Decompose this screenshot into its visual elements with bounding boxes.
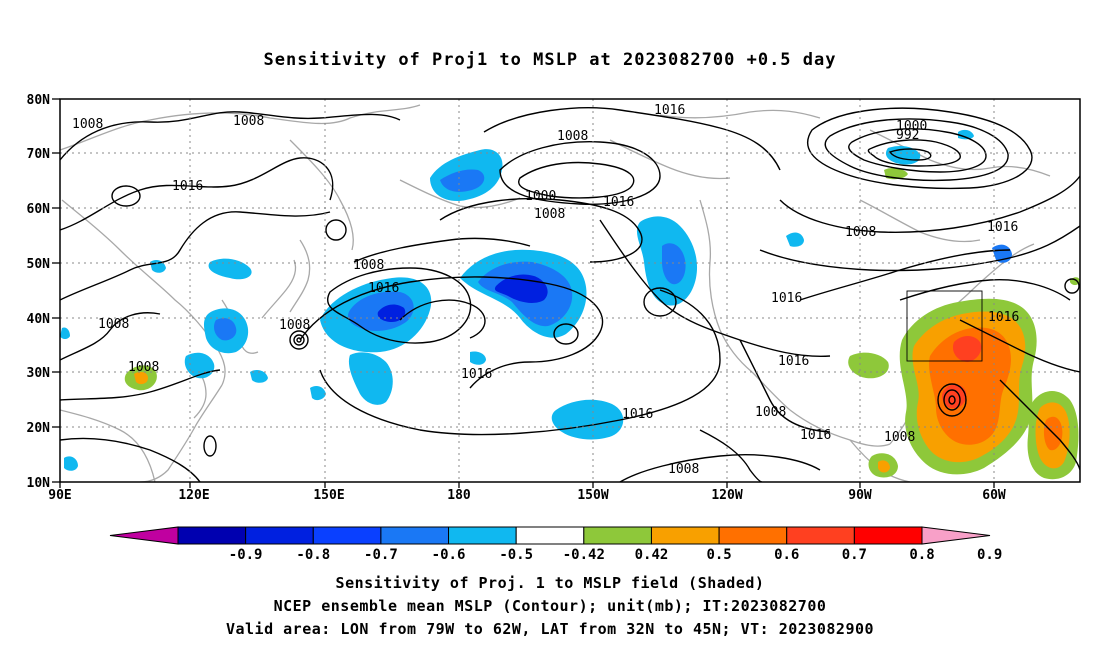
caption-shading: Sensitivity of Proj. 1 to MSLP field (Sh… <box>335 574 765 592</box>
contour-label: 1016 <box>654 103 685 118</box>
contour-label: 1008 <box>534 207 565 222</box>
colorbar-tick-label: -0.7 <box>364 547 398 563</box>
colorbar-swatch <box>583 526 652 545</box>
colorbar-tick-label: 0.9 <box>977 547 1002 563</box>
contour-label: 992 <box>896 128 919 143</box>
colorbar-tick-label: 0.7 <box>842 547 867 563</box>
contour-label: 1000 <box>525 189 556 204</box>
contour-label: 1016 <box>603 195 634 210</box>
contour-label: 1008 <box>884 430 915 445</box>
colorbar <box>109 526 991 545</box>
lat-label: 30N <box>27 366 51 381</box>
colorbar-tick-label: 0.6 <box>774 547 799 563</box>
lat-label: 20N <box>27 421 51 436</box>
contour-label: 1016 <box>778 354 809 369</box>
contour-label: 1008 <box>557 129 588 144</box>
lon-label: 120W <box>711 488 742 503</box>
contour-label: 1016 <box>172 179 203 194</box>
colorbar-tick-label: 0.5 <box>706 547 731 563</box>
contour-label: 1008 <box>98 317 129 332</box>
lon-label: 60W <box>982 488 1006 503</box>
colorbar-swatch <box>177 526 247 545</box>
contour-label: 1008 <box>353 258 384 273</box>
contour-label: 1008 <box>233 114 264 129</box>
lon-label: 150W <box>577 488 608 503</box>
lat-label: 40N <box>27 312 51 327</box>
colorbar-tick-label: 0.42 <box>635 547 669 563</box>
lon-label: 150E <box>313 488 344 503</box>
contour-label: 1008 <box>845 225 876 240</box>
negative-sensitivity-areas <box>60 129 1012 471</box>
lon-label: 120E <box>178 488 209 503</box>
mslp-contours <box>60 107 1080 482</box>
colorbar-max-triangle <box>921 526 991 545</box>
caption-contour: NCEP ensemble mean MSLP (Contour); unit(… <box>273 597 827 615</box>
contour-labels: 1008 1008 1016 1008 1016 1000 992 1008 1… <box>72 103 1019 477</box>
contour-label: 1008 <box>755 405 786 420</box>
colorbar-swatch <box>312 526 382 545</box>
colorbar-labels: -0.9 -0.8 -0.7 -0.6 -0.5 -0.42 0.42 0.5 0.6 0.7 0.… <box>229 547 1003 563</box>
colorbar-swatch <box>786 526 855 545</box>
colorbar-swatch <box>718 526 788 545</box>
valid-area-box <box>906 290 983 362</box>
contour-label: 1016 <box>771 291 802 306</box>
colorbar-swatch <box>515 526 585 545</box>
colorbar-tick-label: -0.6 <box>432 547 466 563</box>
lon-label: 90W <box>848 488 872 503</box>
lon-axis <box>59 482 995 488</box>
lat-axis <box>52 98 60 483</box>
colorbar-swatch <box>650 526 720 545</box>
colorbar-swatch <box>853 526 923 545</box>
colorbar-tick-label: -0.9 <box>229 547 263 563</box>
colorbar-tick-label: 0.8 <box>909 547 934 563</box>
contour-label: 1000 <box>896 119 927 134</box>
colorbar-swatch <box>245 526 314 545</box>
contour-label: 1016 <box>800 428 831 443</box>
positive-sensitivity-areas <box>124 167 1080 480</box>
colorbar-tick-label: -0.8 <box>296 547 330 563</box>
lon-label: 90E <box>48 488 71 503</box>
contour-label: 1016 <box>622 407 653 422</box>
lat-label: 50N <box>27 257 51 272</box>
map-title: Sensitivity of Proj1 to MSLP at 20230827… <box>263 50 837 70</box>
contour-label: 1016 <box>987 220 1018 235</box>
colorbar-swatch <box>380 526 450 545</box>
colorbar-tick-label: -0.42 <box>563 547 605 563</box>
graticule <box>60 99 1080 482</box>
map-frame <box>59 98 1081 483</box>
contour-label: 1008 <box>668 462 699 477</box>
colorbar-swatch <box>448 526 517 545</box>
contour-label: 1008 <box>128 360 159 375</box>
contour-label: 1008 <box>279 318 310 333</box>
caption-valid-area: Valid area: LON from 79W to 62W, LAT fro… <box>225 620 875 638</box>
contour-label: 1016 <box>368 281 399 296</box>
contour-label: 1016 <box>988 310 1019 325</box>
colorbar-tick-label: -0.5 <box>499 547 533 563</box>
lat-label: 60N <box>27 202 51 217</box>
colorbar-min-triangle <box>109 526 179 545</box>
lat-label: 70N <box>27 147 51 162</box>
lon-label: 180 <box>447 488 471 503</box>
contour-label: 1016 <box>461 367 492 382</box>
contour-label: 1008 <box>72 117 103 132</box>
lat-label: 80N <box>27 93 51 108</box>
lat-label: 10N <box>27 476 51 491</box>
